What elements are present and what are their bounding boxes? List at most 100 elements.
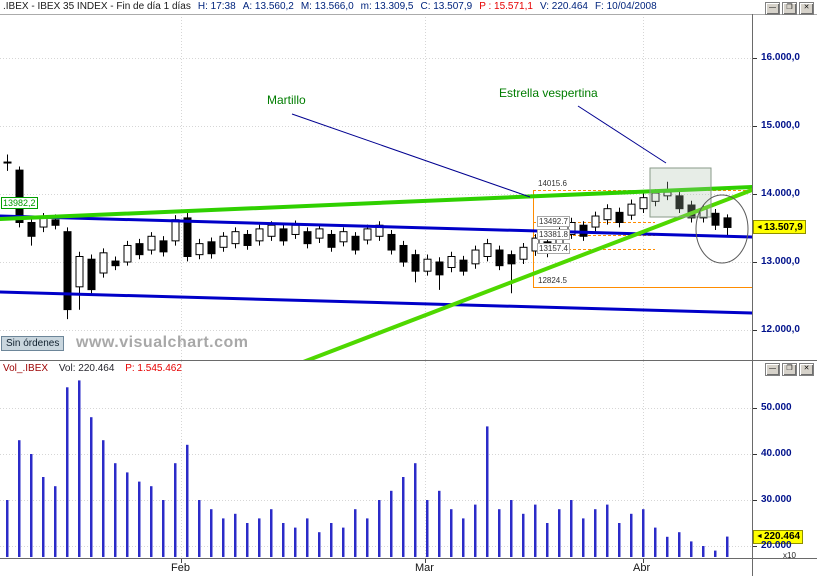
volume-bar xyxy=(438,490,441,557)
volume-bar xyxy=(630,513,633,557)
volume-bar xyxy=(570,500,573,557)
volume-bar xyxy=(54,486,57,557)
candle xyxy=(627,199,636,220)
bear-channel-upper-line[interactable] xyxy=(0,214,752,239)
volume-bar xyxy=(342,527,345,557)
volume-bar xyxy=(522,513,525,557)
axis-tick xyxy=(753,262,757,263)
candle xyxy=(3,154,12,171)
axis-tick xyxy=(753,454,757,455)
restore-button[interactable]: ❐ xyxy=(782,2,797,15)
volume-bar xyxy=(450,509,453,557)
volume-bar xyxy=(90,417,93,557)
volume-axis-label: 40.000 xyxy=(761,448,792,459)
no-orders-button[interactable]: Sin órdenes xyxy=(1,336,65,351)
volume-bar xyxy=(402,477,405,557)
volume-series-name: Vol_.IBEX xyxy=(3,363,49,374)
resistance-green-line[interactable] xyxy=(0,185,752,221)
candle xyxy=(459,255,468,276)
volume-bar xyxy=(690,541,693,557)
volume-bar xyxy=(186,444,189,557)
volume-chart xyxy=(0,361,752,558)
volume-bar xyxy=(426,500,429,557)
volume-bar xyxy=(594,509,597,557)
candle xyxy=(615,207,624,228)
candle xyxy=(255,224,264,246)
restore-button[interactable]: ❐ xyxy=(782,363,797,376)
candle xyxy=(99,248,108,278)
volume-bar xyxy=(270,509,273,557)
time-axis-divider xyxy=(0,558,817,559)
volume-bar xyxy=(294,527,297,557)
volume-bar xyxy=(198,500,201,557)
candle xyxy=(279,224,288,246)
estrella-pointer-line[interactable] xyxy=(577,105,667,164)
close-button[interactable]: ✕ xyxy=(799,2,814,15)
volume-bar xyxy=(282,523,285,557)
volume-bar xyxy=(582,518,585,557)
panel-divider[interactable] xyxy=(0,360,817,361)
volume-bar xyxy=(18,440,21,557)
title-segment: A: 13.560,2 xyxy=(242,1,294,12)
title-segment: H: 17:38 xyxy=(197,1,236,12)
axis-tick xyxy=(753,126,757,127)
title-segment: .IBEX - IBEX 35 INDEX - Fin de día 1 día… xyxy=(3,1,191,12)
candle xyxy=(243,230,252,250)
candle xyxy=(603,204,612,225)
axis-tick xyxy=(753,194,757,195)
volume-bar xyxy=(654,527,657,557)
title-segment: m: 13.309,5 xyxy=(360,1,414,12)
time-axis-tick xyxy=(643,559,644,563)
volume-bar xyxy=(546,523,549,557)
time-axis-tick xyxy=(425,559,426,563)
highlight-ellipse[interactable] xyxy=(695,194,749,264)
price-axis-label: 16.000,0 xyxy=(761,52,800,63)
bear-channel-lower-line[interactable] xyxy=(0,290,752,315)
minimize-button[interactable]: — xyxy=(765,2,780,15)
price-chart xyxy=(0,14,752,360)
price-axis[interactable]: ◄ 13.507,9 ◄ 220.464 x10 16.000,0 15.000,… xyxy=(753,0,817,576)
axis-tick xyxy=(753,546,757,547)
month-label: Abr xyxy=(633,562,651,574)
candle xyxy=(447,251,456,273)
volume-bar xyxy=(330,523,333,557)
evening-star-pattern-box[interactable] xyxy=(649,167,712,218)
volume-bar xyxy=(318,532,321,557)
volume-bar xyxy=(378,500,381,557)
candle xyxy=(675,191,684,214)
close-button[interactable]: ✕ xyxy=(799,363,814,376)
volume-current-value: Vol: 220.464 xyxy=(58,363,115,374)
month-label: Mar xyxy=(415,562,434,574)
candle xyxy=(471,245,480,269)
volume-bar xyxy=(474,504,477,557)
price-axis-label: 15.000,0 xyxy=(761,120,800,131)
last-price-marker: ◄ 13.507,9 xyxy=(753,220,806,235)
volume-bar xyxy=(702,546,705,557)
title-segment: V: 220.464 xyxy=(539,1,588,12)
volume-bar xyxy=(222,518,225,557)
candle xyxy=(75,251,84,310)
uptrend-green-line[interactable] xyxy=(298,188,752,360)
time-axis[interactable]: Feb Mar Abr xyxy=(0,559,752,576)
candle xyxy=(363,224,372,245)
candle xyxy=(231,227,240,249)
month-label: Feb xyxy=(171,562,190,574)
volume-bar xyxy=(162,500,165,557)
volume-bar xyxy=(102,440,105,557)
minimize-button[interactable]: — xyxy=(765,363,780,376)
titlebar-divider xyxy=(0,14,817,15)
title-segment: F: 10/04/2008 xyxy=(594,1,657,12)
volume-axis-label: 50.000 xyxy=(761,402,792,413)
candle xyxy=(111,256,120,271)
left-arrow-icon: ◄ xyxy=(756,533,763,541)
candle xyxy=(63,227,72,320)
candle xyxy=(639,193,648,214)
left-arrow-icon: ◄ xyxy=(756,223,763,231)
volume-bar xyxy=(366,518,369,557)
volume-bar xyxy=(462,518,465,557)
volume-bar xyxy=(390,490,393,557)
candle xyxy=(327,230,336,252)
axis-tick xyxy=(753,58,757,59)
axis-tick xyxy=(753,408,757,409)
martillo-pointer-line[interactable] xyxy=(291,113,531,198)
